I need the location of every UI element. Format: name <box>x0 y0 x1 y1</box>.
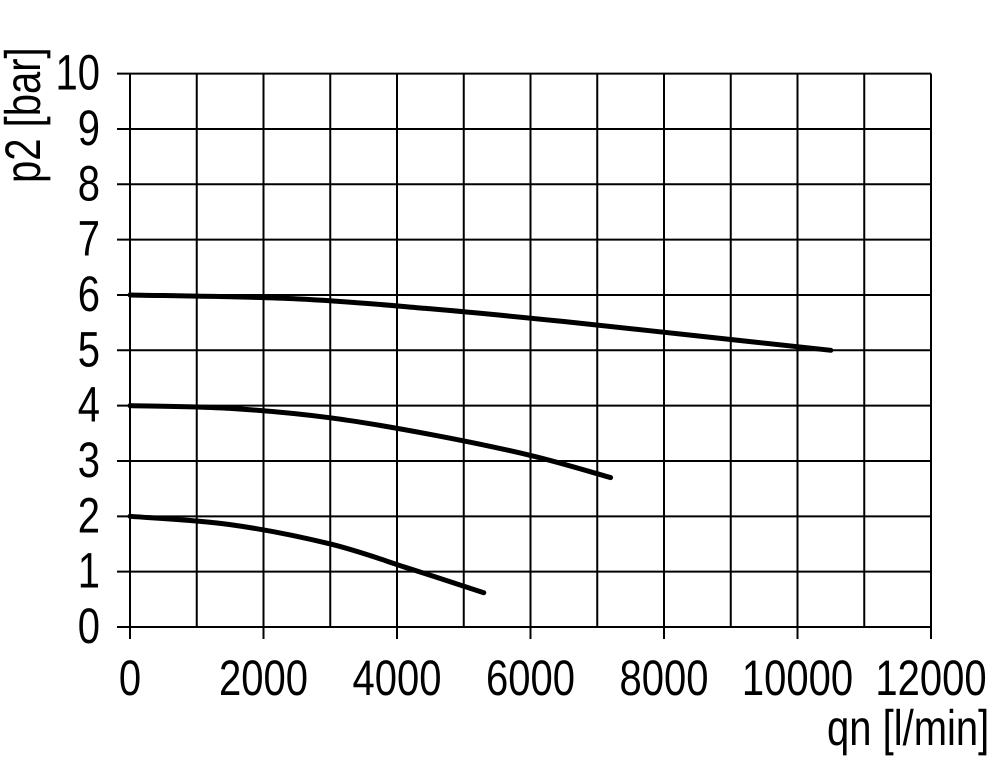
svg-text:6: 6 <box>78 266 100 322</box>
svg-text:qn [l/min]: qn [l/min] <box>827 700 989 756</box>
svg-text:8000: 8000 <box>620 650 709 706</box>
svg-text:5: 5 <box>78 321 100 377</box>
svg-text:12000: 12000 <box>875 650 986 706</box>
svg-text:3: 3 <box>78 432 100 488</box>
svg-text:0: 0 <box>78 598 100 654</box>
svg-text:9: 9 <box>78 100 100 156</box>
svg-text:2000: 2000 <box>219 650 308 706</box>
svg-text:4000: 4000 <box>353 650 442 706</box>
svg-text:10000: 10000 <box>742 650 853 706</box>
svg-text:8: 8 <box>78 155 100 211</box>
svg-text:0: 0 <box>119 650 141 706</box>
svg-text:2: 2 <box>78 487 100 543</box>
svg-text:1: 1 <box>78 543 100 599</box>
svg-text:6000: 6000 <box>486 650 575 706</box>
svg-text:7: 7 <box>78 211 100 267</box>
svg-text:10: 10 <box>56 45 101 101</box>
svg-text:p2 [bar]: p2 [bar] <box>0 47 51 183</box>
svg-text:4: 4 <box>78 377 100 433</box>
